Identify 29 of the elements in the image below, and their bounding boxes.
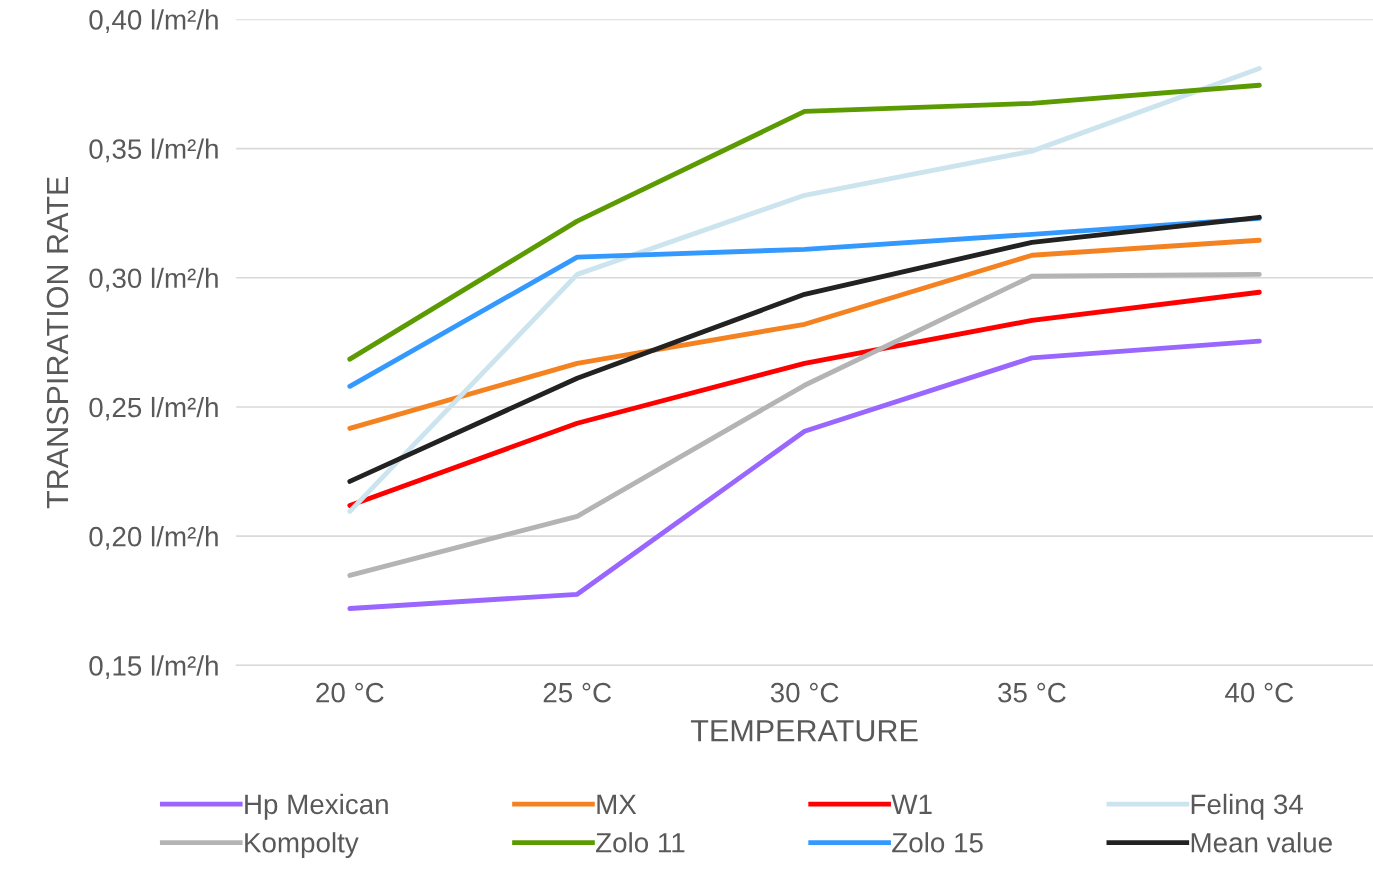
y-tick-label: 0,40 l/m²/h <box>89 9 218 33</box>
y-tick-label: 0,35 l/m²/h <box>89 138 218 163</box>
legend-label: Zolo 11 <box>596 832 685 853</box>
legend-label: W1 <box>891 794 932 814</box>
x-tick-label: 40 °C <box>1225 682 1294 703</box>
line-series <box>347 237 1262 431</box>
legend-label: MX <box>597 794 637 814</box>
y-tick-label: 0,15 l/m²/h <box>89 655 218 680</box>
line-series <box>347 215 1262 389</box>
y-axis-title: TRANSPIRATION RATE <box>46 177 69 509</box>
legend-label: Kompolty <box>245 832 359 859</box>
legend-label: Mean value <box>1191 832 1332 853</box>
y-tick-label: 0,20 l/m²/h <box>89 526 218 550</box>
x-tick-label: 30 °C <box>770 682 839 703</box>
x-tick-label: 25 °C <box>543 682 612 703</box>
line-series <box>347 289 1262 508</box>
legend-label: Hp Mexican <box>245 793 388 820</box>
y-tick-label: 0,30 l/m²/h <box>89 267 218 292</box>
legend-label: Zolo 15 <box>892 832 983 853</box>
legend-label: Felinq 34 <box>1191 793 1303 820</box>
line-series <box>347 214 1262 484</box>
line-series <box>347 66 1262 514</box>
line-series <box>347 338 1262 611</box>
line-series <box>347 82 1262 362</box>
x-tick-label: 20 °C <box>316 682 384 703</box>
x-tick-label: 35 °C <box>998 682 1066 703</box>
line-series <box>347 271 1262 578</box>
y-tick-label: 0,25 l/m²/h <box>89 396 218 421</box>
x-axis-title: TEMPERATURE <box>690 720 918 742</box>
